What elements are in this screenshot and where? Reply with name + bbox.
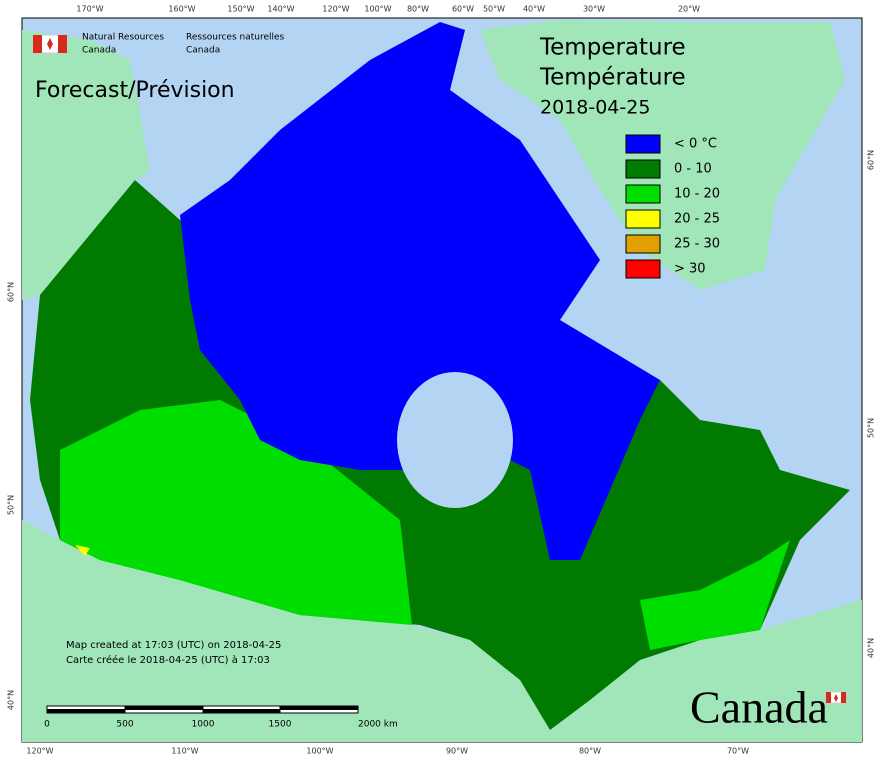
legend-label: 0 - 10: [674, 162, 712, 177]
legend-swatch: [625, 159, 661, 179]
coord-label: 50°N: [7, 495, 16, 515]
scale-label: 1500: [269, 720, 292, 730]
coord-label: 40°N: [867, 638, 876, 658]
coord-label: 160°W: [168, 5, 195, 14]
legend-label: 20 - 25: [674, 212, 720, 227]
coord-label: 50°W: [483, 5, 505, 14]
coord-label: 50°N: [867, 418, 876, 438]
legend-swatch: [625, 134, 661, 154]
coord-label: 120°W: [26, 747, 53, 756]
logo-text: Natural Resources: [82, 33, 164, 43]
coord-label: 60°N: [7, 282, 16, 302]
coord-label: 80°W: [579, 747, 601, 756]
wordmark: Canada: [690, 682, 828, 733]
title: Température: [539, 65, 686, 91]
coord-label: 140°W: [267, 5, 294, 14]
scale-label: 0: [44, 720, 50, 730]
logo-text: Canada: [186, 46, 220, 56]
coord-label: 100°W: [306, 747, 333, 756]
coord-label: 40°N: [7, 690, 16, 710]
legend-label: < 0 °C: [674, 137, 717, 152]
coord-label: 110°W: [171, 747, 198, 756]
coord-label: 40°W: [523, 5, 545, 14]
neighbour-land: [22, 20, 862, 742]
legend-label: 25 - 30: [674, 237, 720, 252]
coord-label: 60°N: [867, 150, 876, 170]
coord-label: 60°W: [452, 5, 474, 14]
legend-swatch: [625, 184, 661, 204]
logo-text: Ressources naturelles: [186, 33, 285, 43]
coord-label: 80°W: [407, 5, 429, 14]
legend-swatch: [625, 259, 661, 279]
coord-label: 70°W: [727, 747, 749, 756]
coord-label: 120°W: [322, 5, 349, 14]
note: Carte créée le 2018-04-25 (UTC) à 17:03: [66, 654, 270, 666]
coord-label: 20°W: [678, 5, 700, 14]
logo: [32, 34, 68, 54]
coord-label: 170°W: [76, 5, 103, 14]
scale-label: 2000 km: [358, 720, 398, 730]
canada: [30, 22, 850, 730]
legend-swatch: [625, 234, 661, 254]
date: 2018-04-25: [540, 97, 650, 119]
wordmark-flag: [825, 691, 847, 704]
coord-label: 150°W: [227, 5, 254, 14]
coord-label: 90°W: [446, 747, 468, 756]
legend-label: > 30: [674, 262, 706, 277]
logo-text: Canada: [82, 46, 116, 56]
note: Map created at 17:03 (UTC) on 2018-04-25: [66, 640, 281, 651]
scale-label: 500: [116, 720, 133, 730]
title: Temperature: [539, 35, 686, 61]
legend-label: 10 - 20: [674, 187, 720, 202]
scale-label: 1000: [192, 720, 215, 730]
coord-label: 30°W: [583, 5, 605, 14]
coord-label: 100°W: [364, 5, 391, 14]
scale-bar: [46, 705, 359, 714]
legend-swatch: [625, 209, 661, 229]
subtitle: Forecast/Prévision: [35, 78, 235, 103]
